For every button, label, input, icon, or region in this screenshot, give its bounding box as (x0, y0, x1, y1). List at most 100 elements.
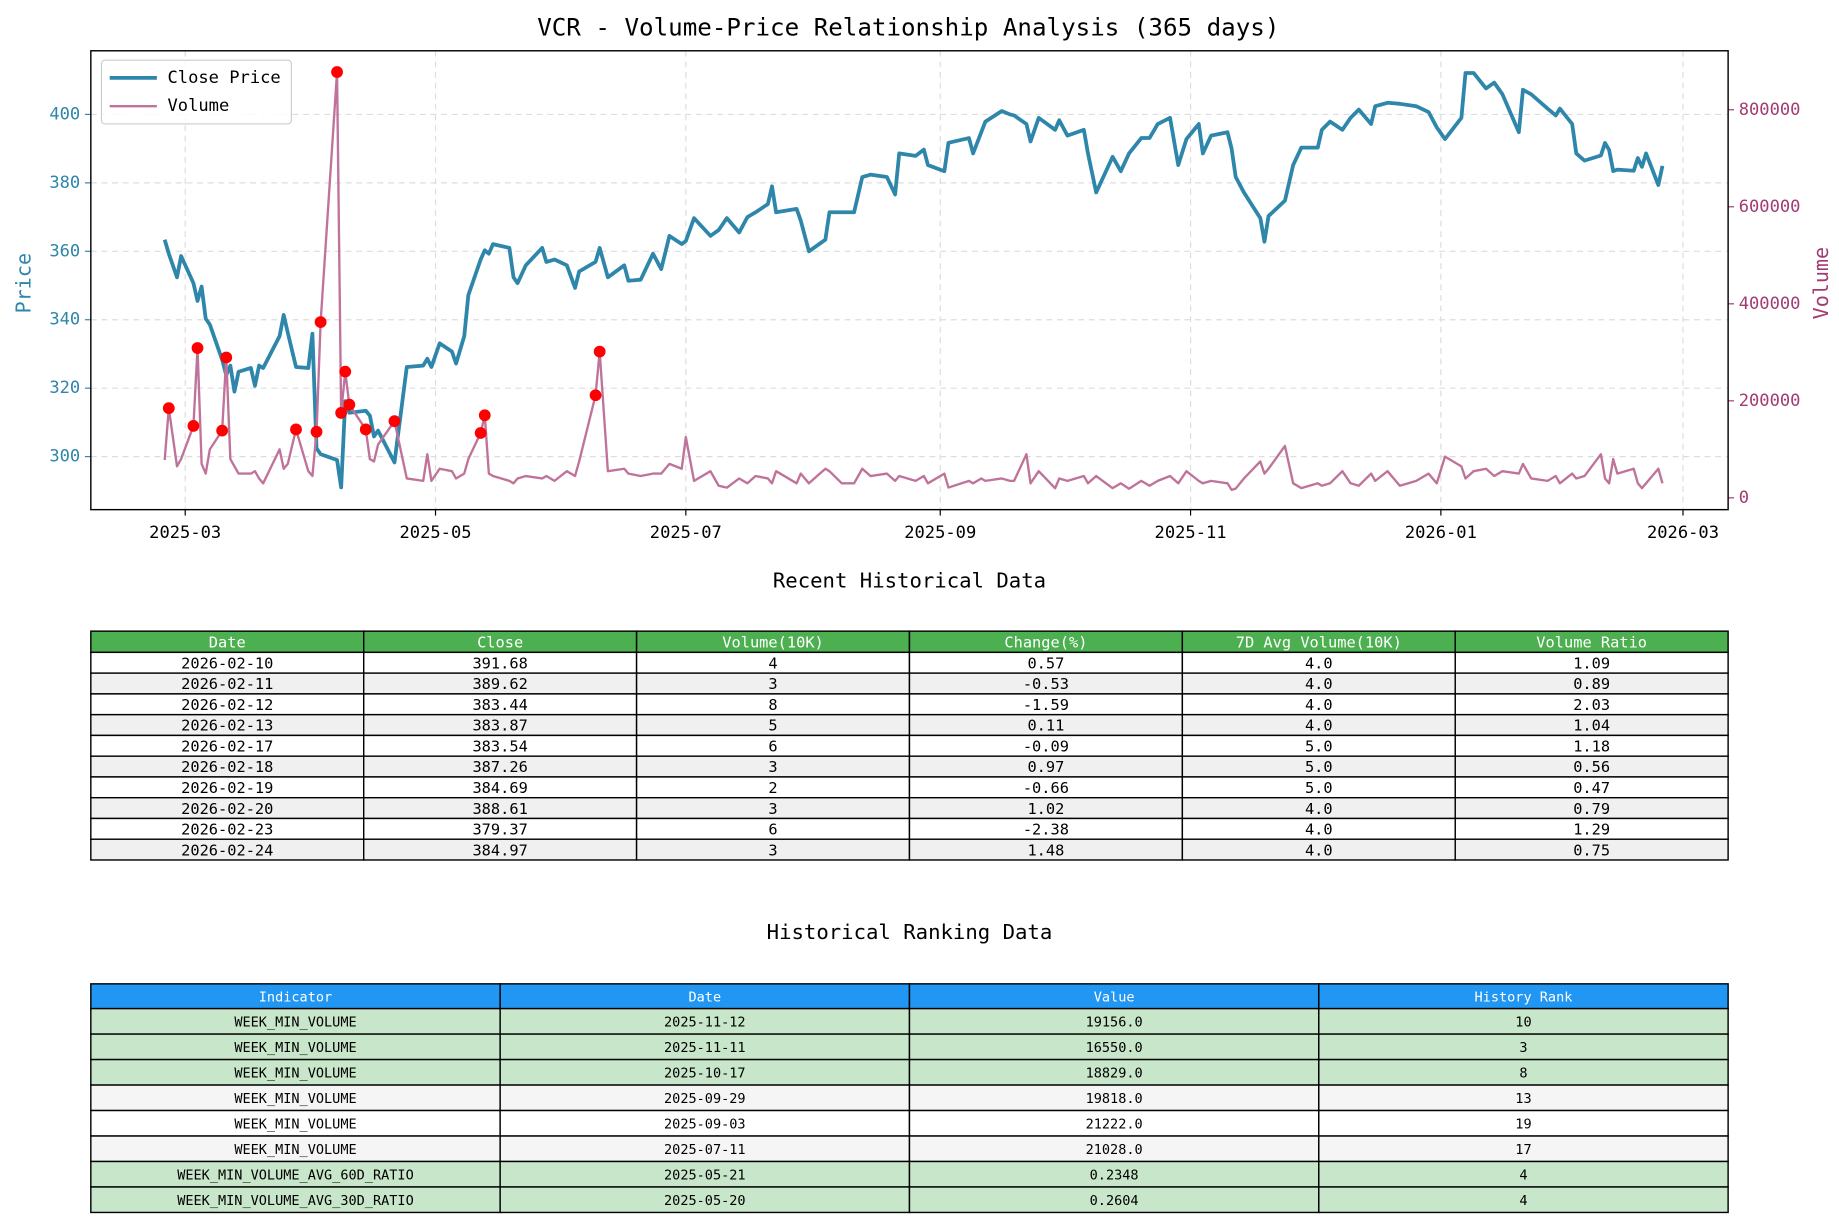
x-tick-label: 2025-07 (650, 523, 722, 543)
volume-anomaly-marker (339, 365, 352, 378)
table-cell (1318, 1135, 1729, 1163)
table-cell-text: 4.0 (1305, 800, 1333, 818)
volume-anomaly-marker (343, 398, 356, 411)
volume-anomaly-marker (388, 415, 401, 428)
table-cell-text: 3 (768, 800, 777, 818)
table-cell-text: WEEK_MIN_VOLUME_AVG_30D_RATIO (177, 1193, 414, 1209)
table-cell-text: 3 (768, 758, 777, 776)
table-cell-text: 4.0 (1305, 841, 1333, 859)
table-cell-text: -0.09 (1023, 737, 1069, 755)
table-cell-text: 5.0 (1305, 758, 1333, 776)
table-cell-text: 4.0 (1305, 696, 1333, 714)
volume-anomaly-marker (162, 402, 175, 415)
table-cell-text: 0.97 (1027, 758, 1064, 776)
table-cell (499, 1109, 911, 1137)
table-title: Recent Historical Data (773, 569, 1046, 593)
volume-anomaly-marker (335, 407, 348, 419)
table-cell (499, 1135, 911, 1163)
table-header-text: Indicator (259, 989, 332, 1005)
volume-anomaly-marker (314, 316, 327, 328)
x-tick-label: 2025-09 (904, 523, 976, 543)
table-cell-text: 6 (768, 821, 777, 839)
table-cell (90, 1160, 501, 1188)
table-cell-text: 0.89 (1573, 675, 1610, 693)
table-cell-text: 2026-02-11 (181, 675, 273, 693)
table-cell-text: WEEK_MIN_VOLUME (234, 1065, 356, 1081)
table-cell-text: -2.38 (1023, 821, 1069, 839)
volume-anomaly-marker (474, 427, 487, 439)
table-cell (90, 1007, 501, 1035)
table-cell-text: 0.47 (1573, 779, 1610, 797)
table-cell-text: 2026-02-12 (181, 696, 273, 714)
table-cell-text: 383.87 (472, 717, 527, 735)
table-header-text: Close (477, 633, 523, 651)
table-cell-text: 2025-09-03 (664, 1116, 746, 1132)
table-title: Historical Ranking Data (767, 920, 1053, 944)
table-cell-text: 19 (1515, 1116, 1531, 1132)
legend-label: Volume (168, 96, 230, 116)
table-header-text: Value (1094, 989, 1135, 1005)
volume-anomaly-marker (359, 423, 372, 436)
table-cell-text: 1.29 (1573, 821, 1610, 839)
table-cell (908, 1084, 1320, 1112)
table-cell-text: WEEK_MIN_VOLUME (234, 1091, 356, 1107)
table-cell-text: 387.26 (472, 758, 527, 776)
table-cell-text: 4 (1519, 1167, 1527, 1183)
volume-anomaly-marker (589, 389, 602, 402)
table-cell-text: WEEK_MIN_VOLUME_AVG_60D_RATIO (177, 1167, 414, 1183)
volume-anomaly-marker (191, 342, 204, 354)
table-cell-text: 0.75 (1573, 841, 1610, 859)
volume-anomaly-marker (220, 351, 233, 364)
table-cell-text: 383.44 (472, 696, 527, 714)
table-header-text: History Rank (1475, 989, 1573, 1005)
table-cell-text: 391.68 (472, 654, 527, 672)
table-cell-text: 10 (1515, 1015, 1531, 1031)
series-line (162, 71, 1665, 490)
table-header-cell (90, 983, 501, 1010)
table-cell (1318, 1033, 1729, 1061)
table-cell (499, 1186, 911, 1214)
table-cell-text: 18829.0 (1086, 1065, 1143, 1081)
table-cell-text: -1.59 (1023, 696, 1069, 714)
table-cell-text: 16550.0 (1086, 1040, 1143, 1056)
table-cell-text: 2026-02-13 (181, 717, 273, 735)
table-cell-text: WEEK_MIN_VOLUME (234, 1015, 356, 1031)
y2-tick-label: 400000 (1739, 294, 1801, 314)
table-cell-text: 1.02 (1027, 800, 1064, 818)
table-cell-text: -0.66 (1023, 779, 1069, 797)
table-cell-text: 8 (1519, 1065, 1527, 1081)
table-cell (90, 1109, 501, 1137)
table-cell-text: 13 (1515, 1091, 1531, 1107)
table-header-text: Volume(10K) (722, 633, 824, 651)
table-cell-text: 2025-05-21 (664, 1167, 746, 1183)
table-cell (499, 1084, 911, 1112)
table-cell-text: 1.48 (1027, 841, 1064, 859)
table-cell-text: 0.2348 (1090, 1167, 1139, 1183)
volume-anomaly-marker (593, 345, 606, 358)
legend-label: Close Price (168, 68, 281, 88)
table-cell-text: 2026-02-24 (181, 841, 273, 859)
volume-anomaly-marker (216, 424, 229, 437)
table-cell-text: 0.79 (1573, 800, 1610, 818)
table-cell-text: 379.37 (472, 821, 527, 839)
table-cell-text: 19156.0 (1086, 1015, 1143, 1031)
table-header-text: Change(%) (1004, 633, 1087, 651)
y-axis-label: Price (11, 253, 35, 313)
volume-anomaly-marker (187, 420, 200, 432)
table-cell-text: 2025-11-12 (664, 1015, 746, 1031)
table-cell (908, 1135, 1320, 1163)
x-tick-label: 2025-11 (1155, 523, 1227, 543)
table-cell-text: 2 (768, 779, 777, 797)
y-tick-label: 380 (49, 173, 80, 193)
table-cell (90, 1186, 501, 1214)
table-cell-text: 6 (768, 737, 777, 755)
table-cell-text: 1.09 (1573, 654, 1610, 672)
table-cell-text: 4 (768, 654, 777, 672)
y-tick-label: 400 (49, 104, 80, 124)
table-cell-text: 5.0 (1305, 779, 1333, 797)
table-cell-text: 4.0 (1305, 675, 1333, 693)
table-cell-text: 8 (768, 696, 777, 714)
table-cell-text: 21222.0 (1086, 1116, 1143, 1132)
volume-anomaly-marker (331, 66, 343, 78)
